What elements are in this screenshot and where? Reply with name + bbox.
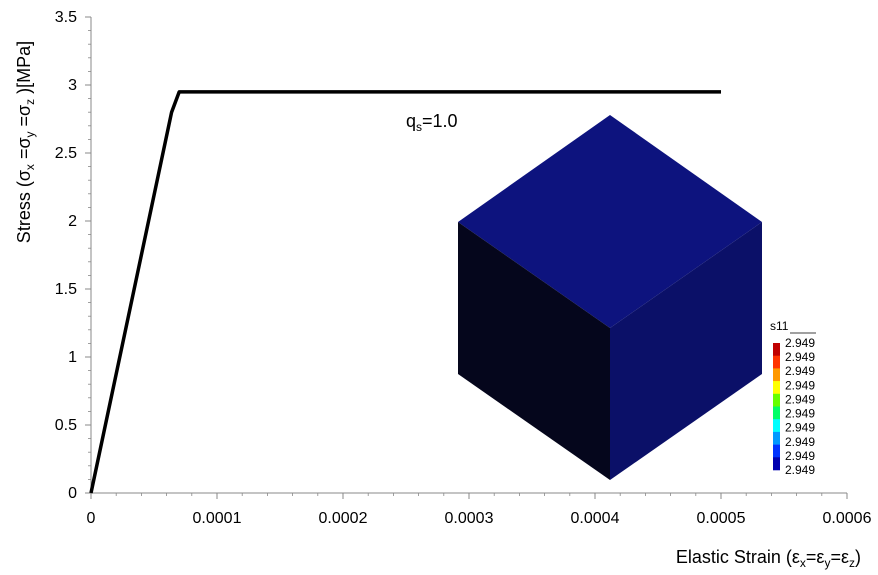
legend-value-label: 2.949 (785, 449, 815, 463)
y-title-sub-z: z (23, 99, 37, 105)
tick-labels: 0 0.5 1 1.5 2 2.5 3 3.5 0 0.0001 0.0002 0.0003 0.000… (55, 9, 872, 527)
annotation-main: q (406, 111, 416, 131)
legend-color-segment (773, 444, 780, 458)
y-tick-label: 3 (68, 77, 77, 94)
curve-annotation: qs=1.0 (406, 111, 458, 134)
legend-color-segment (773, 343, 780, 356)
annotation-subscript: s (416, 120, 422, 134)
x-title-sub-y: y (824, 556, 830, 570)
y-tick-label: 1.5 (55, 281, 77, 298)
y-tick-label: 3.5 (55, 9, 77, 26)
legend-color-segment (773, 457, 780, 471)
cube-top-face (458, 115, 762, 328)
legend-color-segment (773, 381, 780, 395)
y-axis-title: Stress (σx =σy =σz )[MPa] (14, 41, 37, 243)
cube-right-face (610, 222, 762, 480)
contour-legend: s11 2.9492.9492.9492.9492.9492.9492.9492… (770, 319, 816, 477)
y-title-sub-x: x (23, 164, 37, 170)
legend-title: s11 (770, 319, 789, 333)
legend-value-label: 2.949 (785, 421, 815, 435)
x-title-prefix: Elastic Strain (ε (676, 547, 800, 567)
stress-strain-curve (89, 90, 721, 494)
y-title-suffix: )[MPa] (14, 41, 34, 99)
legend-labels: 2.9492.9492.9492.9492.9492.9492.9492.949… (785, 336, 815, 477)
legend-value-label: 2.949 (785, 392, 815, 406)
x-title-mid-1: =ε (806, 547, 825, 567)
x-tick-label: 0.0003 (445, 510, 494, 527)
legend-color-segment (773, 431, 780, 445)
legend-color-segment (773, 368, 780, 382)
legend-color-segment (773, 355, 780, 369)
x-tick-label: 0.0006 (823, 510, 872, 527)
legend-value-label: 2.949 (785, 463, 815, 477)
x-title-mid-2: =ε (830, 547, 849, 567)
x-tick-label: 0.0004 (571, 510, 620, 527)
x-tick-label: 0.0002 (319, 510, 368, 527)
x-axis-title: Elastic Strain (εx=εy=εz) (676, 547, 861, 570)
y-tick-label: 0.5 (55, 417, 77, 434)
x-tick-label: 0.0001 (193, 510, 242, 527)
annotation-value: =1.0 (422, 111, 458, 131)
y-tick-label: 2.5 (55, 145, 77, 162)
legend-color-segment (773, 393, 780, 407)
y-title-mid-2: =σ (14, 105, 34, 132)
legend-value-label: 2.949 (785, 378, 815, 392)
x-title-sub-x: x (800, 556, 806, 570)
cube-left-face (458, 222, 610, 480)
y-title-sub-y: y (23, 131, 37, 137)
legend-color-segment (773, 406, 780, 420)
legend-value-label: 2.949 (785, 407, 815, 421)
y-title-mid-1: =σ (14, 137, 34, 164)
x-tick-label: 0 (87, 510, 96, 527)
x-title-suffix: ) (855, 547, 861, 567)
y-tick-label: 2 (68, 213, 77, 230)
x-title-sub-z: z (849, 556, 855, 570)
legend-value-label: 2.949 (785, 350, 815, 364)
x-tick-label: 0.0005 (697, 510, 746, 527)
series-layer (89, 90, 722, 494)
legend-color-bar (773, 343, 780, 471)
legend-value-label: 2.949 (785, 435, 815, 449)
y-tick-label: 0 (68, 485, 77, 502)
cube-contour-plot (458, 115, 762, 480)
legend-value-label: 2.949 (785, 336, 815, 350)
legend-value-label: 2.949 (785, 364, 815, 378)
y-tick-label: 1 (68, 349, 77, 366)
tick-marks (85, 16, 848, 499)
legend-color-segment (773, 419, 780, 433)
y-title-prefix: Stress (σ (14, 170, 34, 243)
